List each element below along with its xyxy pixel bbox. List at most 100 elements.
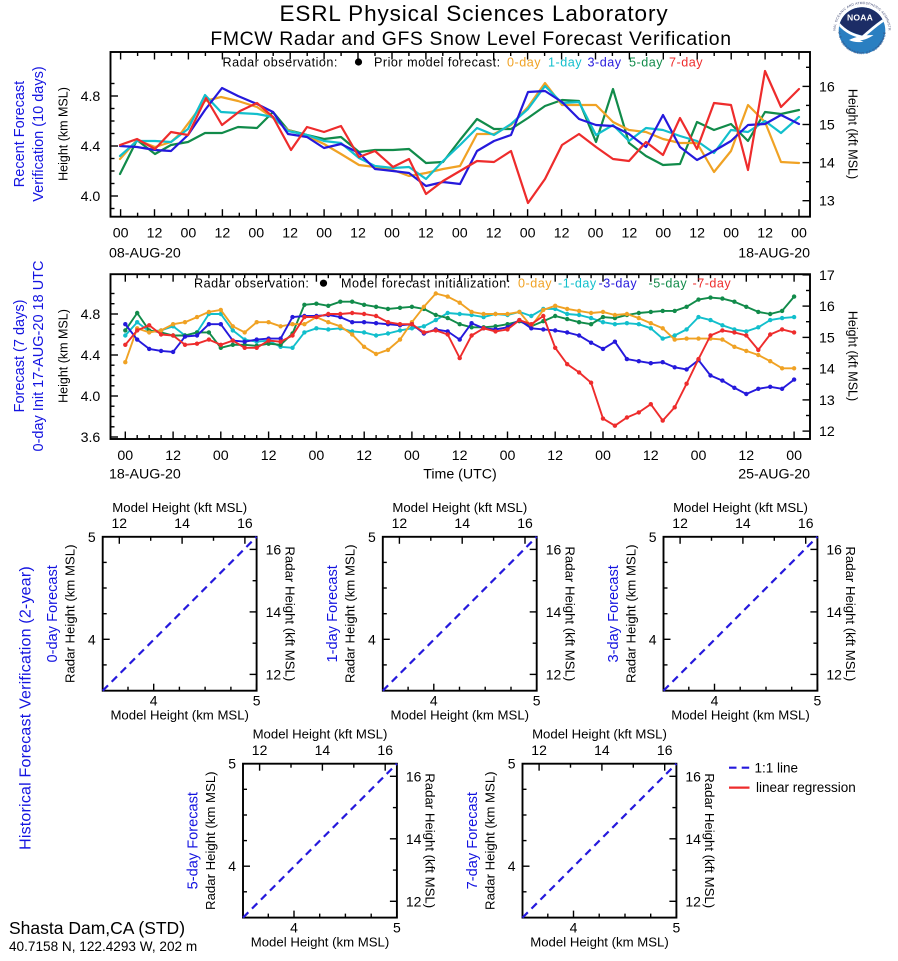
svg-text:5: 5 — [533, 693, 541, 709]
svg-text:Time (UTC): Time (UTC) — [423, 467, 497, 483]
svg-text:00: 00 — [404, 448, 420, 464]
svg-text:5: 5 — [673, 920, 681, 936]
svg-text:12: 12 — [547, 448, 563, 464]
svg-text:5-day: 5-day — [629, 56, 663, 70]
svg-text:12: 12 — [685, 893, 701, 909]
svg-text:1-day: 1-day — [548, 56, 582, 70]
svg-text:12: 12 — [266, 666, 282, 682]
svg-text:4.0: 4.0 — [81, 189, 101, 205]
svg-text:Radar Height (km MSL): Radar Height (km MSL) — [203, 771, 218, 910]
svg-text:4: 4 — [430, 693, 438, 709]
svg-text:1:1 line: 1:1 line — [755, 760, 799, 775]
svg-text:4: 4 — [711, 693, 719, 709]
svg-text:-1-day: -1-day — [558, 277, 597, 291]
svg-text:4: 4 — [150, 693, 158, 709]
svg-text:3-day Forecast: 3-day Forecast — [606, 565, 622, 662]
svg-text:12: 12 — [452, 448, 468, 464]
svg-text:Verification (10 days): Verification (10 days) — [31, 66, 47, 201]
svg-text:14: 14 — [546, 604, 562, 620]
svg-text:00: 00 — [520, 226, 536, 242]
svg-text:00: 00 — [723, 226, 739, 242]
svg-text:14: 14 — [454, 515, 470, 531]
svg-text:00: 00 — [113, 226, 129, 242]
svg-text:16: 16 — [546, 541, 562, 557]
svg-text:4: 4 — [570, 920, 578, 936]
svg-text:Model Height (km MSL): Model Height (km MSL) — [251, 935, 390, 950]
svg-text:Model Height (km MSL): Model Height (km MSL) — [530, 935, 669, 950]
svg-text:12: 12 — [546, 666, 562, 682]
svg-text:Radar Height (kft MSL): Radar Height (kft MSL) — [282, 546, 297, 681]
svg-text:13: 13 — [819, 393, 835, 409]
svg-text:Radar Height (km MSL): Radar Height (km MSL) — [482, 771, 497, 910]
svg-text:4.4: 4.4 — [81, 348, 101, 364]
svg-text:14: 14 — [819, 156, 835, 172]
svg-text:14: 14 — [826, 604, 842, 620]
svg-text:Radar Height (kft MSL): Radar Height (kft MSL) — [702, 773, 717, 908]
svg-text:14: 14 — [406, 831, 422, 847]
svg-text:12: 12 — [643, 448, 659, 464]
svg-text:12: 12 — [486, 226, 502, 242]
svg-text:4: 4 — [368, 631, 376, 647]
svg-text:16: 16 — [685, 768, 701, 784]
svg-text:ESRL Physical Sciences Laborat: ESRL Physical Sciences Laboratory — [279, 1, 668, 26]
svg-text:7-day Forecast: 7-day Forecast — [465, 792, 481, 889]
svg-text:-7-day: -7-day — [693, 277, 732, 291]
svg-text:12: 12 — [406, 893, 422, 909]
svg-text:12: 12 — [261, 448, 277, 464]
svg-text:18-AUG-20: 18-AUG-20 — [109, 467, 181, 483]
svg-text:4: 4 — [649, 631, 657, 647]
svg-text:Model Height (km MSL): Model Height (km MSL) — [671, 708, 810, 723]
svg-text:Model Height (km MSL): Model Height (km MSL) — [391, 708, 530, 723]
svg-text:14: 14 — [594, 742, 610, 758]
svg-text:00: 00 — [316, 226, 332, 242]
svg-text:25-AUG-20: 25-AUG-20 — [738, 467, 810, 483]
svg-text:Model Height (kft MSL): Model Height (kft MSL) — [532, 727, 667, 742]
svg-text:4.8: 4.8 — [81, 307, 101, 323]
svg-text:12: 12 — [757, 226, 773, 242]
svg-text:13: 13 — [819, 194, 835, 210]
svg-text:Forecast (7 days): Forecast (7 days) — [12, 300, 28, 413]
svg-text:12: 12 — [554, 226, 570, 242]
svg-text:00: 00 — [791, 226, 807, 242]
svg-text:Height (km MSL): Height (km MSL) — [56, 87, 70, 181]
svg-text:12: 12 — [147, 226, 163, 242]
svg-text:14: 14 — [266, 604, 282, 620]
svg-text:-3-day: -3-day — [599, 277, 638, 291]
svg-text:5: 5 — [368, 529, 376, 545]
svg-text:12: 12 — [418, 226, 434, 242]
svg-text:5: 5 — [253, 693, 261, 709]
svg-text:Model Height (kft MSL): Model Height (kft MSL) — [392, 500, 527, 515]
svg-text:16: 16 — [406, 768, 422, 784]
svg-text:Model Height (kft MSL): Model Height (kft MSL) — [253, 727, 388, 742]
svg-text:-5-day: -5-day — [649, 277, 688, 291]
svg-text:40.7158 N, 122.4293 W, 202 m: 40.7158 N, 122.4293 W, 202 m — [9, 939, 197, 954]
svg-text:5-day Forecast: 5-day Forecast — [185, 792, 201, 889]
svg-text:5: 5 — [88, 529, 96, 545]
svg-text:5: 5 — [228, 756, 236, 772]
svg-text:4.0: 4.0 — [81, 389, 101, 405]
svg-text:5: 5 — [814, 693, 822, 709]
svg-text:17: 17 — [819, 268, 835, 284]
svg-text:00: 00 — [384, 226, 400, 242]
svg-text:0-day Init 17-AUG-20 18 UTC: 0-day Init 17-AUG-20 18 UTC — [31, 261, 47, 452]
svg-text:00: 00 — [595, 448, 611, 464]
svg-text:18-AUG-20: 18-AUG-20 — [738, 245, 810, 261]
svg-text:Radar observation:: Radar observation: — [194, 277, 309, 291]
svg-text:Radar Height (km MSL): Radar Height (km MSL) — [63, 545, 78, 684]
svg-text:3-day: 3-day — [588, 56, 622, 70]
svg-text:16: 16 — [657, 742, 673, 758]
svg-text:3.6: 3.6 — [81, 430, 101, 446]
svg-text:12: 12 — [689, 226, 705, 242]
svg-text:Model Height (kft MSL): Model Height (kft MSL) — [673, 500, 808, 515]
svg-text:00: 00 — [655, 226, 671, 242]
svg-text:12: 12 — [826, 666, 842, 682]
svg-text:14: 14 — [174, 515, 190, 531]
svg-text:4.8: 4.8 — [81, 89, 101, 105]
svg-text:4: 4 — [290, 920, 298, 936]
svg-text:12: 12 — [356, 448, 372, 464]
svg-text:16: 16 — [377, 742, 393, 758]
svg-text:12: 12 — [282, 226, 298, 242]
svg-text:Radar Height (km MSL): Radar Height (km MSL) — [343, 545, 358, 684]
svg-text:Shasta Dam,CA (STD): Shasta Dam,CA (STD) — [9, 918, 185, 938]
svg-text:12: 12 — [392, 515, 408, 531]
